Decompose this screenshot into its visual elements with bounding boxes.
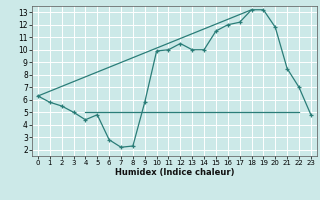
X-axis label: Humidex (Indice chaleur): Humidex (Indice chaleur)	[115, 168, 234, 177]
